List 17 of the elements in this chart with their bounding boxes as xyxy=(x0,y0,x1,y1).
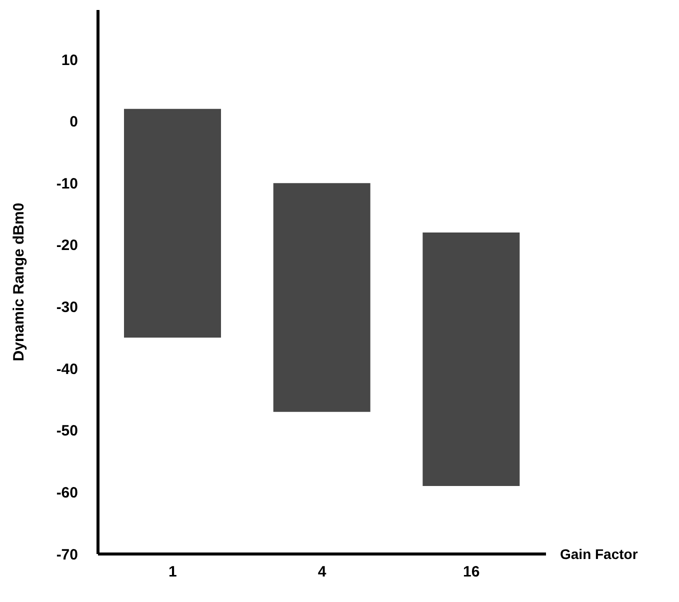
y-tick-label: 10 xyxy=(61,52,78,69)
y-axis-title: Dynamic Range dBm0 xyxy=(10,202,28,362)
y-tick-label: -20 xyxy=(56,237,78,254)
x-axis-title: Gain Factor xyxy=(560,546,638,562)
y-tick-label: -70 xyxy=(56,546,78,564)
y-tick-label: -50 xyxy=(56,422,78,440)
bar xyxy=(124,108,221,338)
y-tick-label: -10 xyxy=(56,175,78,192)
x-tick-label: 4 xyxy=(318,564,327,581)
y-tick-label: 0 xyxy=(70,114,78,131)
bar xyxy=(422,232,520,486)
y-tick-label: -40 xyxy=(56,360,78,378)
x-tick-label: 1 xyxy=(168,564,177,581)
y-tick-label: -60 xyxy=(56,484,78,502)
x-tick-label: 16 xyxy=(462,564,480,581)
bar xyxy=(273,183,370,412)
y-tick-label: -30 xyxy=(56,299,78,316)
